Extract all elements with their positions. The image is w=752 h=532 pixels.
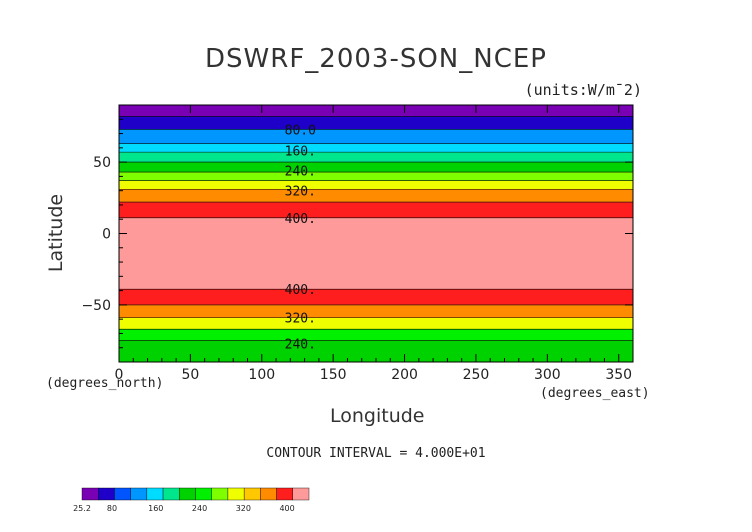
band-11 bbox=[119, 289, 633, 305]
x-tick-label-3: 150 bbox=[320, 367, 347, 383]
band-1 bbox=[119, 116, 633, 130]
y-axis-label: Latitude bbox=[45, 193, 67, 273]
x-tick-label-2: 100 bbox=[248, 367, 275, 383]
contour-label-4: 400. bbox=[285, 212, 316, 227]
contour-label-7: 240. bbox=[285, 337, 316, 352]
band-15 bbox=[119, 340, 633, 362]
colorbar-label-5: 400 bbox=[279, 504, 294, 513]
x-tick-label-6: 300 bbox=[534, 367, 561, 383]
colorbar-label-3: 240 bbox=[192, 504, 207, 513]
colorbar-label-2: 160 bbox=[148, 504, 163, 513]
x-axis-label: Longitude bbox=[330, 405, 425, 427]
colorbar-label-1: 80 bbox=[107, 504, 117, 513]
x-axis-units: (degrees_east) bbox=[540, 386, 650, 401]
colorbar-box-12 bbox=[276, 487, 293, 501]
band-8 bbox=[119, 189, 633, 203]
y-tick-label-1: 0 bbox=[102, 227, 111, 243]
x-tick-label-4: 200 bbox=[391, 367, 418, 383]
y-tick-label-0: −50 bbox=[81, 298, 111, 314]
band-10 bbox=[119, 217, 633, 290]
colorbar-box-0 bbox=[81, 487, 99, 501]
contour-interval-text: CONTOUR INTERVAL = 4.000E+01 bbox=[266, 446, 486, 461]
colorbar-box-6 bbox=[179, 487, 196, 501]
x-tick-label-5: 250 bbox=[463, 367, 490, 383]
band-4 bbox=[119, 152, 633, 163]
colorbar-box-8 bbox=[211, 487, 229, 501]
contour-label-6: 320. bbox=[285, 312, 316, 327]
band-6 bbox=[119, 172, 633, 181]
colorbar-box-1 bbox=[98, 487, 115, 501]
contour-label-3: 320. bbox=[285, 185, 316, 200]
colorbar-box-2 bbox=[114, 487, 131, 501]
band-12 bbox=[119, 304, 633, 318]
band-0 bbox=[119, 105, 633, 117]
colorbar-box-10 bbox=[243, 487, 261, 501]
colorbar-box-4 bbox=[146, 487, 164, 501]
contour-label-5: 400. bbox=[285, 283, 316, 298]
contour-label-0: 80.0 bbox=[285, 123, 316, 138]
band-2 bbox=[119, 129, 633, 144]
band-7 bbox=[119, 180, 633, 190]
colorbar-box-3 bbox=[130, 487, 148, 501]
colorbar-box-5 bbox=[162, 487, 180, 501]
chart-title: DSWRF_2003-SON_NCEP bbox=[205, 44, 547, 74]
band-14 bbox=[119, 329, 633, 341]
contour-label-2: 240. bbox=[285, 165, 316, 180]
colorbar-label-4: 320 bbox=[236, 504, 251, 513]
y-axis-units: (degrees_north) bbox=[46, 376, 164, 391]
colorbar-box-7 bbox=[195, 487, 212, 501]
colorbar-label-0: 25.2 bbox=[73, 504, 91, 513]
band-13 bbox=[119, 317, 633, 330]
x-tick-label-7: 350 bbox=[605, 367, 632, 383]
colorbar-box-11 bbox=[260, 487, 277, 501]
contour-label-1: 160. bbox=[285, 145, 316, 160]
colorbar-box-13 bbox=[292, 487, 310, 501]
band-5 bbox=[119, 162, 633, 173]
x-tick-label-1: 50 bbox=[181, 367, 199, 383]
band-9 bbox=[119, 202, 633, 218]
y-tick-label-2: 50 bbox=[93, 155, 111, 171]
units-label: (units:W/m¯2) bbox=[524, 81, 642, 99]
colorbar-box-9 bbox=[227, 487, 245, 501]
x-tick-label-0: 0 bbox=[115, 367, 124, 383]
band-3 bbox=[119, 143, 633, 153]
